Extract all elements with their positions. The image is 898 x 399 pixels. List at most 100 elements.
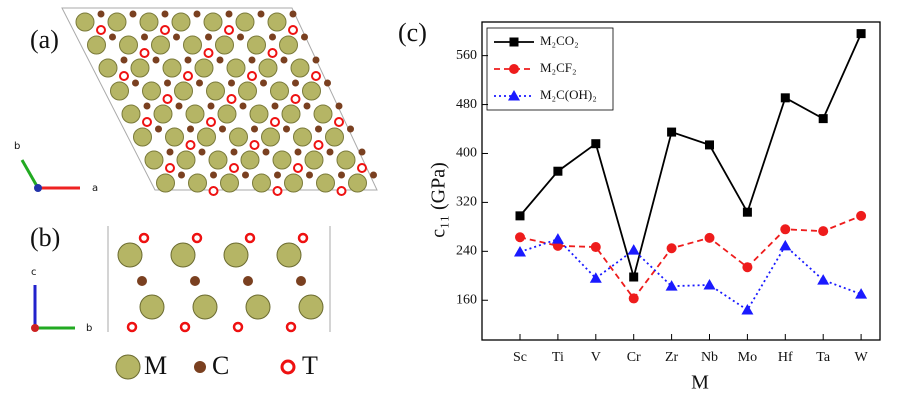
marker <box>705 233 715 243</box>
y-tick-label: 400 <box>456 146 477 161</box>
atom-t <box>248 72 256 80</box>
atom-m <box>271 82 289 100</box>
atom-t <box>181 323 189 331</box>
atom-m <box>116 355 140 379</box>
atom-t <box>335 118 343 126</box>
atom-m <box>291 59 309 77</box>
marker <box>780 224 790 234</box>
atom-m <box>248 36 266 54</box>
atom-m <box>204 13 222 31</box>
atom-m <box>166 128 184 146</box>
atom-c <box>359 149 366 156</box>
atom-t <box>294 164 302 172</box>
atom-t <box>299 234 307 242</box>
atom-c <box>336 103 343 110</box>
atom-m <box>246 295 270 319</box>
atom-t <box>207 118 215 126</box>
atom-c <box>98 11 105 18</box>
atom-t <box>164 95 172 103</box>
atom-c <box>167 149 174 156</box>
atom-c <box>258 11 265 18</box>
marker <box>629 273 638 282</box>
marker <box>515 232 525 242</box>
atom-m <box>317 174 335 192</box>
atom-c <box>194 11 201 18</box>
atom-c <box>208 103 215 110</box>
lattice-a <box>76 11 377 196</box>
panel-label: (a) <box>30 25 59 54</box>
atom-c <box>210 172 217 179</box>
atom-c <box>281 57 288 64</box>
origin <box>31 324 39 332</box>
atom-c <box>219 126 226 133</box>
legend-label: M₂C(OH)₂ <box>540 87 597 102</box>
x-tick-label: Nb <box>701 350 718 365</box>
marker <box>743 208 752 217</box>
atom-c <box>304 103 311 110</box>
atom-t <box>97 26 105 34</box>
marker <box>742 262 752 272</box>
atom-m <box>195 59 213 77</box>
legend-label: M₂CF₂ <box>540 60 577 75</box>
atom-t <box>230 164 238 172</box>
atom-t <box>187 141 195 149</box>
y-tick-label: 480 <box>456 97 477 112</box>
marker <box>629 293 639 303</box>
atom-m <box>134 128 152 146</box>
atom-m <box>172 13 190 31</box>
x-tick-label: Hf <box>778 350 793 365</box>
marker <box>781 93 790 102</box>
atom-t <box>246 234 254 242</box>
atom-m <box>221 174 239 192</box>
atom-c <box>176 103 183 110</box>
marker <box>552 233 564 244</box>
atom-c <box>109 34 116 41</box>
atom-m <box>294 128 312 146</box>
atom-c <box>292 80 299 87</box>
atom-t <box>225 26 233 34</box>
axis-arrow <box>22 160 38 188</box>
atom-c <box>274 172 281 179</box>
atom-m <box>236 13 254 31</box>
atom-c <box>196 80 203 87</box>
atom-c <box>301 34 308 41</box>
atom-c <box>269 34 276 41</box>
atom-m <box>280 36 298 54</box>
atom-c <box>153 57 160 64</box>
marker <box>628 244 640 255</box>
atom-c <box>263 149 270 156</box>
x-tick-label: Ti <box>552 350 564 365</box>
y-tick-label: 160 <box>456 292 477 307</box>
axis-name: c <box>31 267 37 278</box>
atom-t <box>287 323 295 331</box>
marker <box>509 64 519 74</box>
atom-t <box>289 26 297 34</box>
atom-m <box>218 105 236 123</box>
atom-m <box>259 59 277 77</box>
atom-c <box>187 126 194 133</box>
atom-t <box>210 187 218 195</box>
atom-c <box>173 34 180 41</box>
atom-m <box>262 128 280 146</box>
atom-m <box>277 243 301 267</box>
figure: (a) a b (b) c b M C T (c) M c₁₁ (GPa) 16… <box>0 0 898 399</box>
y-axis-label: c₁₁ (GPa) <box>428 162 450 238</box>
atom-m <box>250 105 268 123</box>
atom-m <box>268 13 286 31</box>
marker <box>779 240 791 251</box>
atom-m <box>145 151 163 169</box>
atom-m <box>163 59 181 77</box>
atom-t <box>338 187 346 195</box>
atom-m <box>224 243 248 267</box>
atom-m <box>184 36 202 54</box>
atom-t <box>312 72 320 80</box>
atom-t <box>161 26 169 34</box>
legend-text: M <box>144 351 167 380</box>
series-line <box>520 239 861 310</box>
atom-c <box>313 57 320 64</box>
marker <box>856 211 866 221</box>
legend-label: M₂CO₂ <box>540 33 579 48</box>
atom-c <box>327 149 334 156</box>
atom-m <box>175 82 193 100</box>
atom-c <box>130 11 137 18</box>
